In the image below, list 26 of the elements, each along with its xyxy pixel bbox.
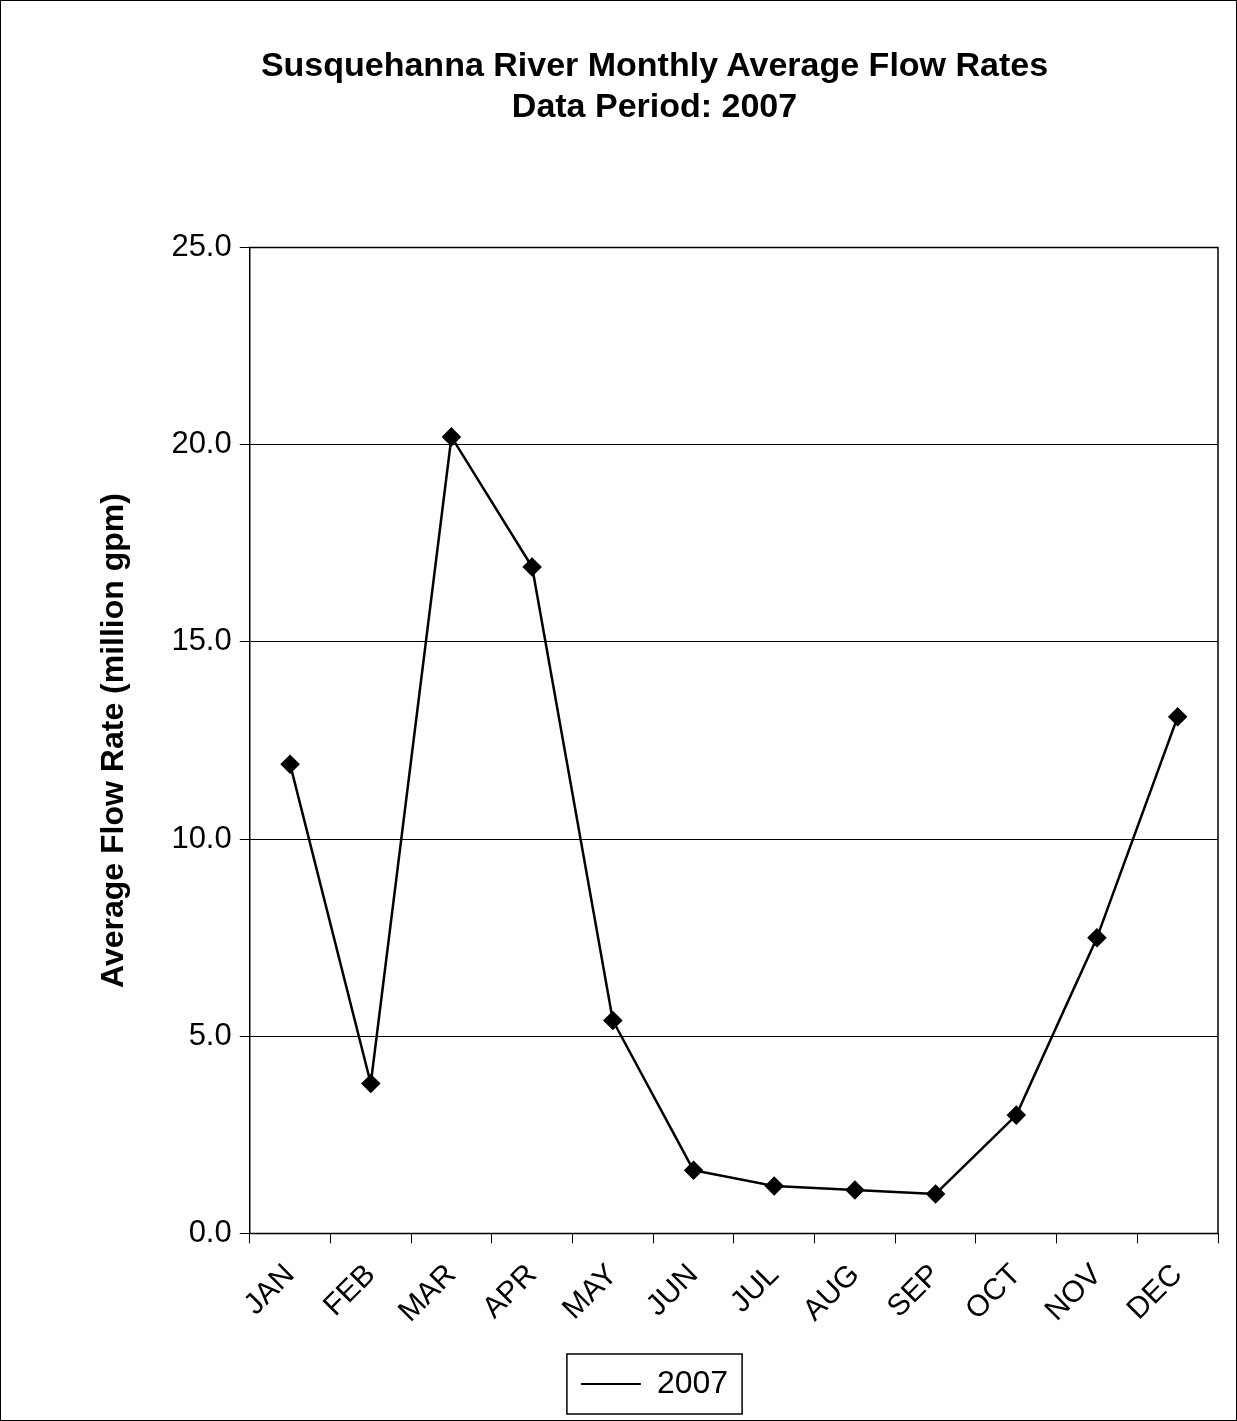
y-tick-label: 0.0 (188, 1213, 232, 1249)
point (522, 557, 542, 577)
point (1168, 707, 1187, 727)
x-tick-label: SEP (879, 1256, 946, 1323)
point (1007, 1105, 1026, 1125)
point (603, 1011, 623, 1030)
x-tick-label: JAN (236, 1256, 301, 1321)
point (1087, 928, 1107, 947)
point (845, 1180, 865, 1200)
x-tick-label: FEB (316, 1256, 381, 1322)
point (684, 1161, 703, 1180)
legend-label: 2007 (656, 1363, 729, 1400)
y-axis-title: Average Flow Rate (million gpm) (94, 493, 131, 988)
y-tick-label: 20.0 (171, 425, 232, 461)
point (926, 1184, 945, 1204)
point (280, 754, 300, 774)
text: Data Period: 2007 (511, 85, 798, 124)
point (442, 427, 461, 447)
y-tick-label: 15.0 (171, 622, 232, 658)
x-tick-label: JUL (723, 1256, 785, 1318)
text: Susquehanna River Monthly Average Flow Rates (260, 44, 1049, 83)
y-tick-label: 10.0 (171, 819, 232, 855)
point (764, 1176, 784, 1196)
y-tick-label: 5.0 (188, 1016, 232, 1052)
point (361, 1074, 381, 1093)
y-tick-label: 25.0 (171, 228, 232, 264)
